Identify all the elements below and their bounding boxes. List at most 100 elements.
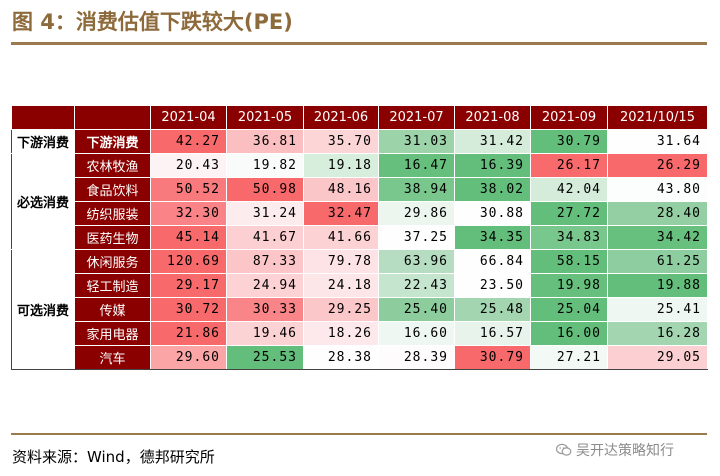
- pe-value-cell: 31.03: [378, 129, 455, 154]
- pe-value-cell: 31.42: [454, 129, 531, 154]
- row-label: 农林牧渔: [74, 153, 151, 178]
- pe-value-cell: 29.25: [303, 297, 379, 322]
- pe-value-cell: 36.81: [226, 129, 304, 154]
- pe-value-cell: 21.86: [150, 321, 227, 346]
- header-date: 2021-07: [378, 105, 455, 130]
- pe-value-cell: 29.60: [150, 345, 227, 370]
- header-date: 2021-08: [454, 105, 531, 130]
- table-row: 必选消费 农林牧渔 20.43 19.82 19.18 16.47 16.39 26.17 26…: [11, 153, 708, 250]
- pe-value-cell: 25.04: [530, 297, 608, 322]
- header-date: 2021/10/15: [607, 105, 708, 130]
- header-date: 2021-09: [530, 105, 608, 130]
- pe-value-cell: 28.40: [607, 201, 708, 226]
- pe-value-cell: 41.67: [226, 225, 304, 250]
- pe-value-cell: 16.28: [607, 321, 708, 346]
- pe-value-cell: 16.47: [378, 153, 455, 178]
- pe-value-cell: 31.24: [226, 201, 304, 226]
- group-label: 可选消费: [11, 249, 75, 370]
- group-label: 下游消费: [11, 129, 75, 154]
- table-row: 传媒 30.72 30.33 29.25 25.40 25.48 25.04 25.41: [12, 297, 708, 322]
- pe-value-cell: 42.04: [530, 177, 608, 202]
- pe-value-cell: 43.80: [607, 177, 708, 202]
- pe-value-cell: 32.30: [150, 201, 227, 226]
- pe-value-cell: 16.00: [530, 321, 608, 346]
- pe-value-cell: 25.40: [378, 297, 455, 322]
- pe-value-cell: 16.60: [378, 321, 455, 346]
- row-label: 食品饮料: [74, 177, 151, 202]
- pe-value-cell: 50.52: [150, 177, 227, 202]
- pe-value-cell: 34.42: [607, 225, 708, 250]
- row-label: 家用电器: [74, 321, 151, 346]
- group-label: 必选消费: [11, 153, 75, 250]
- header-date: 2021-05: [226, 105, 304, 130]
- row-label: 医药生物: [74, 225, 151, 250]
- watermark: 吴开达策略知行: [556, 440, 674, 460]
- table-row: 食品饮料 50.52 50.98 48.16 38.94 38.02 42.04 43.80: [12, 177, 708, 202]
- pe-value-cell: 19.82: [226, 153, 304, 178]
- pe-value-cell: 87.33: [226, 249, 304, 274]
- pe-value-cell: 37.25: [378, 225, 455, 250]
- pe-table: 2021-04 2021-05 2021-06 2021-07 2021-08 2021-…: [11, 105, 708, 370]
- pe-value-cell: 41.66: [303, 225, 379, 250]
- pe-value-cell: 66.84: [454, 249, 531, 274]
- pe-value-cell: 50.98: [226, 177, 304, 202]
- table-row: 可选消费 休闲服务 120.69 87.33 79.78 63.96 66.84 58.15 6…: [11, 249, 708, 370]
- pe-value-cell: 38.94: [378, 177, 455, 202]
- pe-value-cell: 20.43: [150, 153, 227, 178]
- row-label: 纺织服装: [74, 201, 151, 226]
- table-row: 医药生物 45.14 41.67 41.66 37.25 34.35 34.83 34.42: [12, 225, 708, 250]
- pe-value-cell: 22.43: [378, 273, 455, 298]
- header-corner-group: [11, 105, 75, 130]
- pe-value-cell: 34.35: [454, 225, 531, 250]
- pe-value-cell: 30.79: [530, 129, 608, 154]
- table-row: 下游消费 下游消费 42.27 36.81 35.70 31.03 31.42 30.79 31…: [11, 129, 708, 154]
- pe-value-cell: 25.53: [226, 345, 304, 370]
- table-row: 汽车 29.60 25.53 28.38 28.39 30.79 27.21 29.05: [12, 345, 708, 370]
- pe-value-cell: 26.29: [607, 153, 708, 178]
- pe-value-cell: 29.86: [378, 201, 455, 226]
- row-label: 汽车: [74, 345, 151, 370]
- pe-value-cell: 45.14: [150, 225, 227, 250]
- pe-value-cell: 24.94: [226, 273, 304, 298]
- table-row: 轻工制造 29.17 24.94 24.18 22.43 23.50 19.98 19.88: [12, 273, 708, 298]
- pe-value-cell: 19.18: [303, 153, 379, 178]
- pe-value-cell: 79.78: [303, 249, 379, 274]
- title-divider: [11, 42, 707, 45]
- pe-value-cell: 120.69: [150, 249, 227, 274]
- table-row: 纺织服装 32.30 31.24 32.47 29.86 30.88 27.72 28.40: [12, 201, 708, 226]
- pe-value-cell: 24.18: [303, 273, 379, 298]
- pe-value-cell: 48.16: [303, 177, 379, 202]
- wechat-icon: [556, 443, 572, 456]
- row-label: 轻工制造: [74, 273, 151, 298]
- pe-value-cell: 30.72: [150, 297, 227, 322]
- footer-divider: [11, 433, 707, 435]
- pe-value-cell: 25.48: [454, 297, 531, 322]
- pe-value-cell: 27.21: [530, 345, 608, 370]
- row-label: 休闲服务: [74, 249, 151, 274]
- pe-value-cell: 19.46: [226, 321, 304, 346]
- pe-value-cell: 18.26: [303, 321, 379, 346]
- pe-value-cell: 31.64: [607, 129, 708, 154]
- pe-value-cell: 19.88: [607, 273, 708, 298]
- pe-value-cell: 63.96: [378, 249, 455, 274]
- row-label: 下游消费: [74, 129, 151, 154]
- table-row: 家用电器 21.86 19.46 18.26 16.60 16.57 16.00 16.28: [12, 321, 708, 346]
- pe-value-cell: 29.05: [607, 345, 708, 370]
- pe-value-cell: 26.17: [530, 153, 608, 178]
- pe-value-cell: 28.38: [303, 345, 379, 370]
- pe-value-cell: 28.39: [378, 345, 455, 370]
- figure-title: 图 4：消费估值下跌较大(PE): [12, 10, 293, 34]
- pe-value-cell: 42.27: [150, 129, 227, 154]
- watermark-text: 吴开达策略知行: [576, 443, 674, 459]
- pe-value-cell: 30.79: [454, 345, 531, 370]
- pe-value-cell: 19.98: [530, 273, 608, 298]
- pe-value-cell: 58.15: [530, 249, 608, 274]
- pe-value-cell: 61.25: [607, 249, 708, 274]
- pe-value-cell: 34.83: [530, 225, 608, 250]
- pe-value-cell: 16.57: [454, 321, 531, 346]
- pe-value-cell: 25.41: [607, 297, 708, 322]
- row-label: 传媒: [74, 297, 151, 322]
- header-date: 2021-04: [150, 105, 227, 130]
- header-date: 2021-06: [303, 105, 379, 130]
- source-note: 资料来源：Wind，德邦研究所: [12, 448, 215, 466]
